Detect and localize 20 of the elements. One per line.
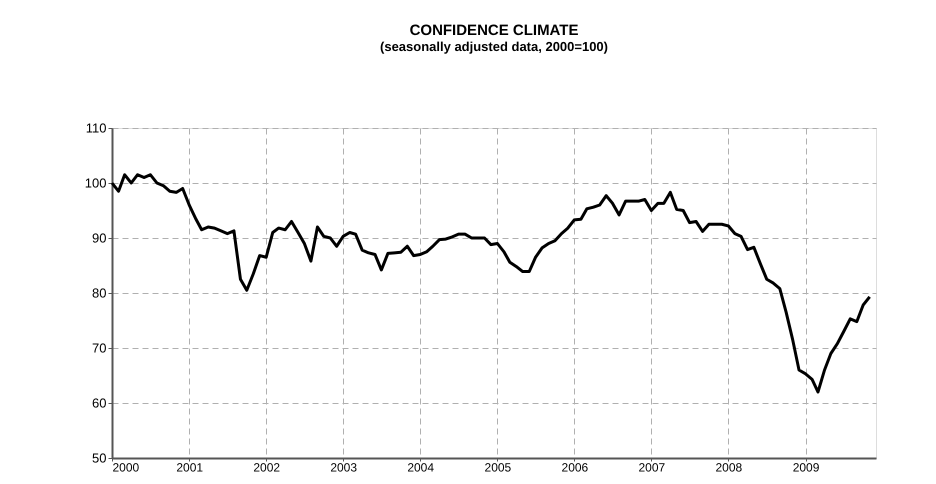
line-series xyxy=(110,173,872,394)
y-tick-label: 100 xyxy=(84,176,106,190)
chart-subtitle: (seasonally adjusted data, 2000=100) xyxy=(380,39,608,54)
y-tick-label: 110 xyxy=(86,120,106,136)
x-tick-label: 2007 xyxy=(638,460,666,474)
x-tick-label: 2002 xyxy=(253,460,280,474)
x-tick-label: 2009 xyxy=(792,460,820,474)
x-tick-label: 2003 xyxy=(330,460,358,474)
y-tick-label: 50 xyxy=(92,450,106,466)
x-tick-label: 2006 xyxy=(562,460,589,474)
y-tick-label: 70 xyxy=(92,340,106,356)
y-tick-label: 80 xyxy=(92,286,106,300)
x-tick-label: 2004 xyxy=(407,460,434,474)
y-tick-label: 90 xyxy=(92,230,106,246)
x-tick-label: 2008 xyxy=(715,460,743,474)
y-tick-label: 60 xyxy=(92,396,106,410)
chart-title: CONFIDENCE CLIMATE xyxy=(410,22,578,39)
x-tick-label: 2005 xyxy=(484,460,512,474)
x-tick-label: 2001 xyxy=(176,460,204,474)
x-tick-label: 2000 xyxy=(112,460,140,474)
